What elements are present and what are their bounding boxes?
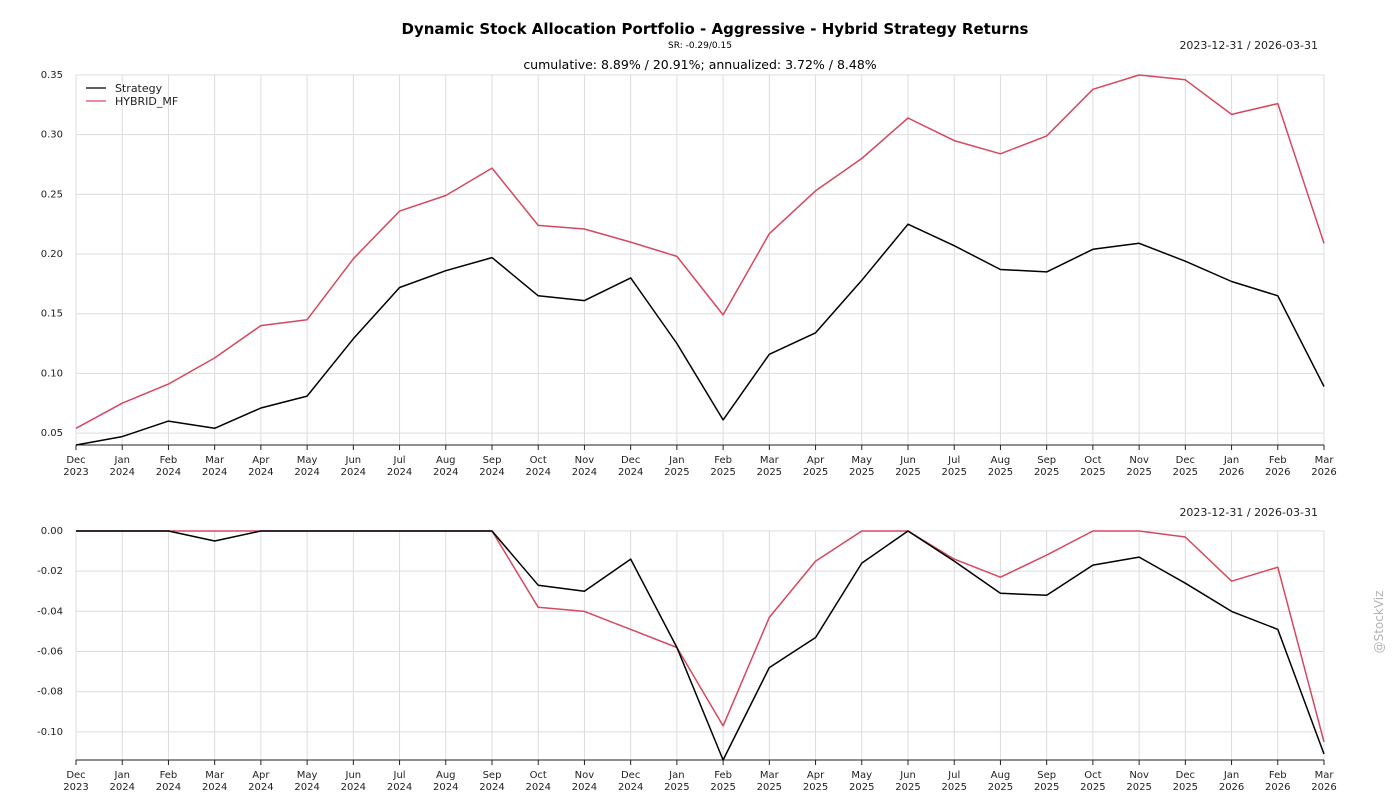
x-tick-label: Sep 2024 [479,770,504,793]
y-tick-label: 0.10 [41,368,63,379]
chart-subtitle: SR: -0.29/0.15 [668,41,732,51]
x-tick-label: Jun 2025 [895,770,920,793]
x-tick-label: Oct 2024 [525,770,550,793]
y-tick-label: 0.20 [41,249,63,260]
y-tick-label: 0.15 [41,309,63,320]
x-tick-label: Mar 2025 [757,770,782,793]
x-tick-label: Sep 2025 [1034,455,1059,478]
watermark: @StockViz [1372,591,1386,654]
x-tick-label: Aug 2024 [433,455,458,478]
x-tick-label: Apr 2025 [803,770,828,793]
x-tick-label: Jan 2024 [109,770,134,793]
y-tick-label: -0.10 [37,727,63,738]
x-tick-label: May 2024 [294,770,319,793]
x-tick-label: Apr 2025 [803,455,828,478]
x-tick-label: Apr 2024 [248,455,273,478]
y-tick-label: -0.04 [37,606,63,617]
x-tick-label: Dec 2025 [1173,770,1198,793]
x-tick-label: Dec 2024 [618,770,643,793]
x-tick-label: Feb 2025 [710,455,735,478]
x-tick-label: Jun 2025 [895,455,920,478]
x-tick-label: Mar 2024 [202,770,227,793]
x-tick-label: Mar 2024 [202,455,227,478]
x-tick-label: Mar 2026 [1311,770,1336,793]
x-tick-label: Mar 2026 [1311,455,1336,478]
series-line-strategy [76,530,1325,761]
x-tick-label: Dec 2023 [63,455,88,478]
series-line-hybrid-mf [76,530,1325,743]
x-tick-label: Oct 2024 [525,455,550,478]
series-line-strategy [75,223,1325,446]
x-tick-label: Feb 2026 [1265,770,1290,793]
x-tick-label: Nov 2025 [1126,770,1151,793]
x-tick-label: Jul 2024 [387,455,412,478]
x-tick-label: Dec 2025 [1173,455,1198,478]
x-tick-label: Jan 2026 [1219,770,1244,793]
x-tick-label: May 2024 [294,455,319,478]
x-tick-label: Apr 2024 [248,770,273,793]
x-tick-label: Feb 2024 [156,455,181,478]
x-tick-label: Nov 2024 [572,455,597,478]
x-tick-label: Jul 2024 [387,770,412,793]
x-tick-label: Aug 2024 [433,770,458,793]
y-tick-label: -0.06 [37,647,63,658]
x-tick-label: Jun 2024 [341,455,366,478]
x-tick-label: Dec 2024 [618,455,643,478]
y-tick-label: -0.08 [37,687,63,698]
x-tick-label: Sep 2025 [1034,770,1059,793]
x-tick-label: Aug 2025 [988,455,1013,478]
x-tick-label: Jul 2025 [941,770,966,793]
x-tick-label: Jan 2026 [1219,455,1244,478]
bottom-date-range: 2023-12-31 / 2026-03-31 [1179,506,1318,519]
x-tick-label: Jan 2025 [664,455,689,478]
x-tick-label: Jan 2025 [664,770,689,793]
x-tick-label: Sep 2024 [479,455,504,478]
x-tick-label: Nov 2025 [1126,455,1151,478]
x-tick-label: Feb 2024 [156,770,181,793]
y-tick-label: 0.35 [41,70,63,81]
y-tick-label: -0.02 [37,566,63,577]
x-tick-label: Oct 2025 [1080,770,1105,793]
x-tick-label: Jun 2024 [341,770,366,793]
legend-label: Strategy [115,82,163,95]
y-tick-label: 0.00 [41,526,63,537]
x-tick-label: Mar 2025 [757,455,782,478]
y-tick-label: 0.25 [41,189,63,200]
x-tick-label: Feb 2026 [1265,455,1290,478]
x-tick-label: Aug 2025 [988,770,1013,793]
top-date-range: 2023-12-31 / 2026-03-31 [1179,39,1318,52]
drawdown-panel: Dec 2023 Jan 2024 Feb 2024 Mar 2024 Apr 2024 May 20… [37,526,1337,793]
x-tick-label: Jan 2024 [109,455,134,478]
returns-panel: Dec 2023 Jan 2024 Feb 2024 Mar 2024 Apr 2024 May 20… [41,70,1337,478]
series-line-hybrid-mf [75,74,1325,429]
chart-title: Dynamic Stock Allocation Portfolio - Agg… [402,20,1029,38]
x-tick-label: Feb 2025 [710,770,735,793]
x-tick-label: Nov 2024 [572,770,597,793]
returns-annotation: cumulative: 8.89% / 20.91%; annualized: … [523,57,876,72]
y-tick-label: 0.30 [41,130,63,141]
x-tick-label: Jul 2025 [941,455,966,478]
y-tick-label: 0.05 [41,428,63,439]
legend-label: HYBRID_MF [115,95,178,108]
x-tick-label: Oct 2025 [1080,455,1105,478]
x-tick-label: Dec 2023 [63,770,88,793]
x-tick-label: May 2025 [849,770,874,793]
x-tick-label: May 2025 [849,455,874,478]
